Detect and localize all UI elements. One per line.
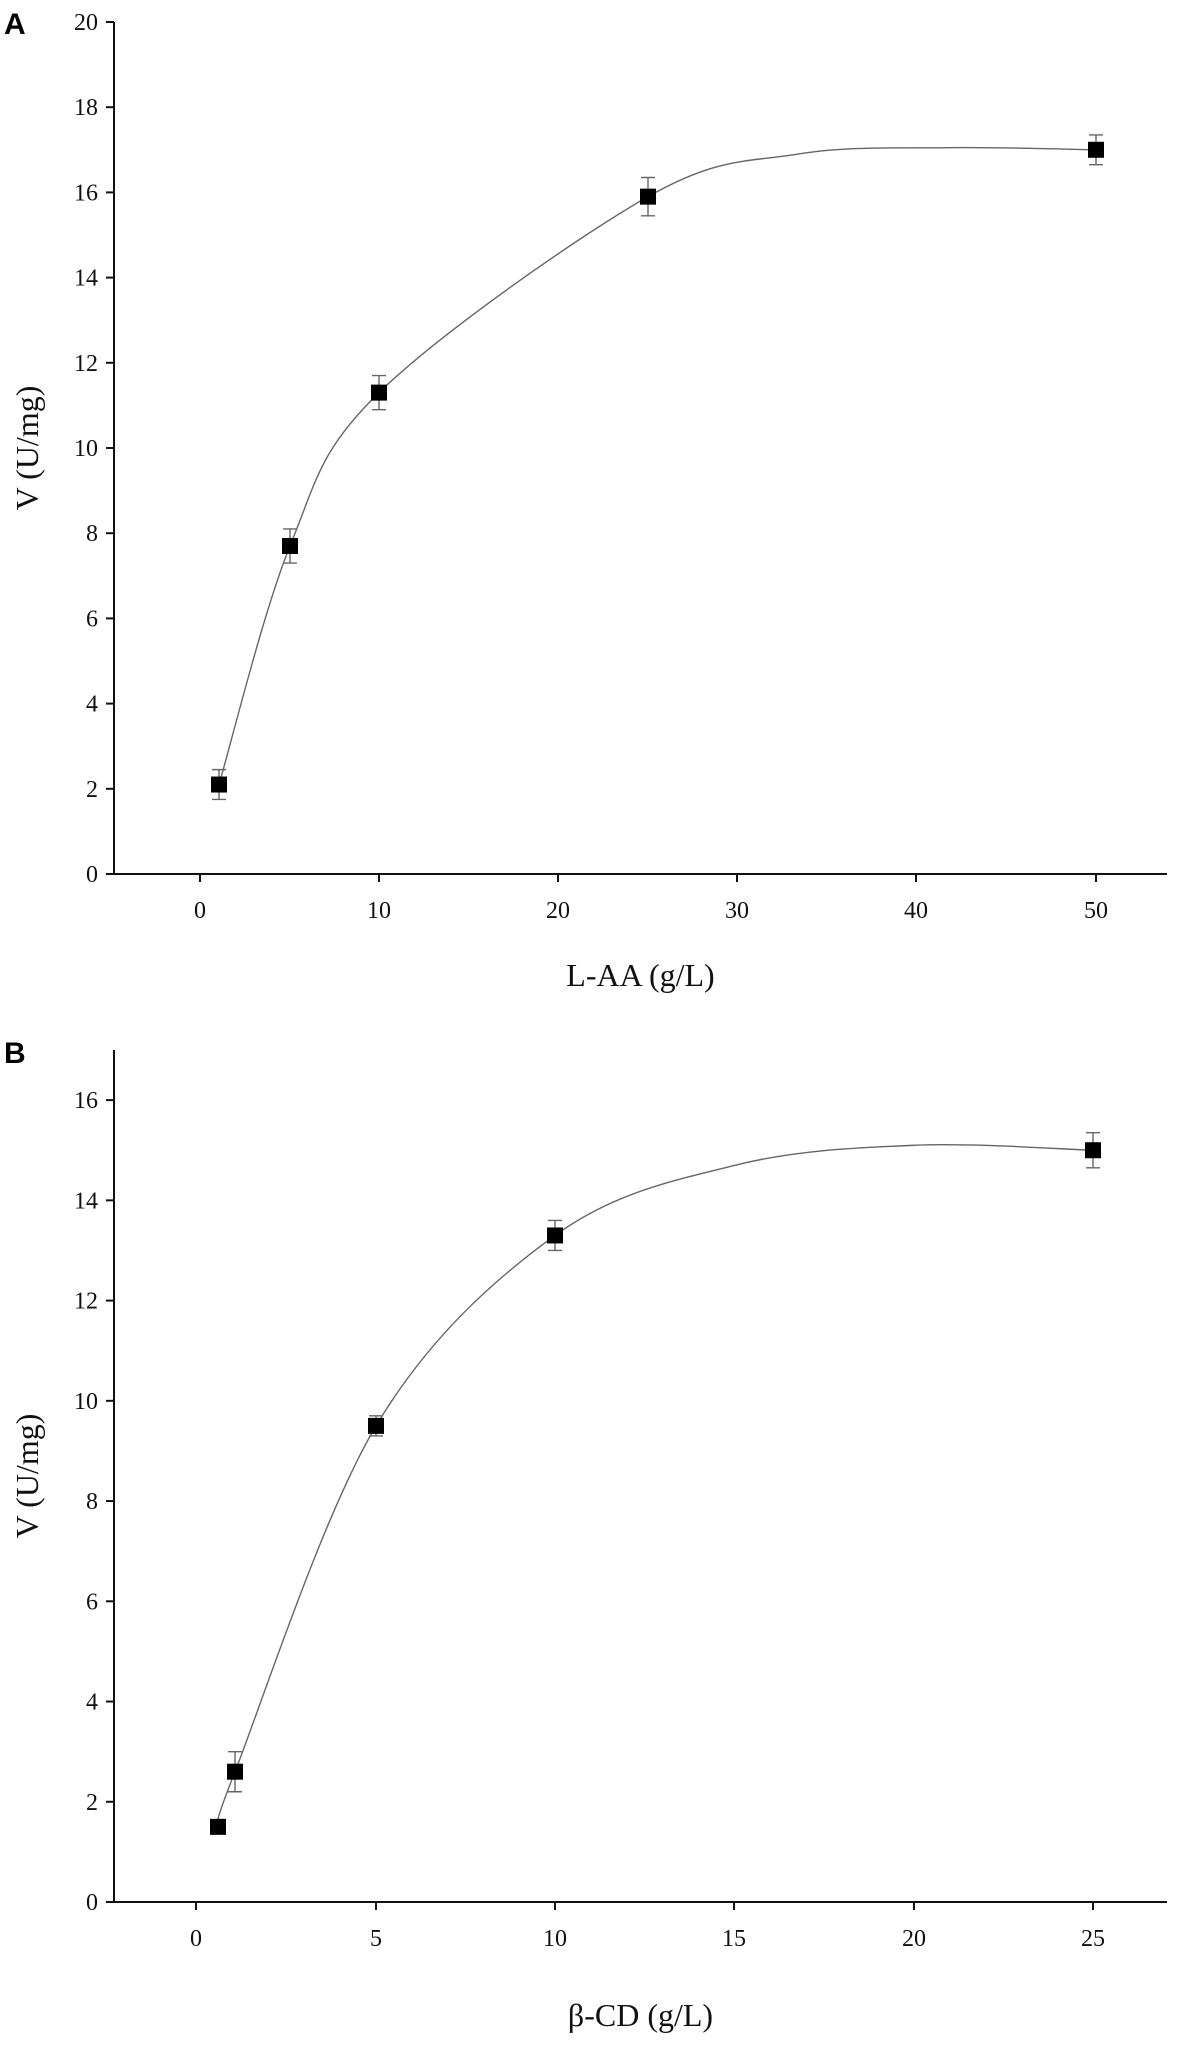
x-tick-label: 20	[546, 898, 570, 924]
data-point	[211, 776, 227, 793]
y-tick-label: 16	[74, 1088, 98, 1114]
x-tick-label: 30	[725, 898, 749, 924]
y-tick-label: 12	[74, 1289, 98, 1315]
y-tick-label: 2	[86, 777, 98, 803]
x-tick-label: 20	[902, 1926, 926, 1952]
x-tick-label: 25	[1081, 1926, 1105, 1952]
data-point	[547, 1227, 563, 1244]
y-tick-label: 6	[86, 1589, 98, 1615]
x-axis-title: L-AA (g/L)	[566, 957, 714, 993]
y-tick-label: 4	[86, 692, 98, 718]
x-tick-label: 50	[1084, 898, 1108, 924]
data-point	[1085, 1142, 1101, 1159]
y-axis-title: V (U/mg)	[9, 386, 45, 511]
fit-curve	[216, 1143, 1094, 1828]
y-tick-label: 0	[86, 1890, 98, 1916]
x-axis-title: β-CD (g/L)	[568, 1997, 713, 2033]
x-tick-label: 0	[190, 1926, 202, 1952]
data-point	[210, 1818, 226, 1835]
data-point	[1088, 141, 1104, 158]
y-tick-label: 6	[86, 606, 98, 632]
data-point	[368, 1417, 384, 1434]
x-tick-label: 5	[370, 1926, 382, 1952]
y-tick-label: 12	[74, 351, 98, 377]
y-tick-label: 0	[86, 862, 98, 888]
y-tick-label: 4	[86, 1690, 98, 1716]
y-tick-label: 10	[74, 1389, 98, 1415]
x-tick-label: 15	[722, 1926, 746, 1952]
x-tick-label: 10	[543, 1926, 567, 1952]
axes	[113, 1050, 1167, 1903]
panel-label-a: A	[4, 8, 26, 41]
y-tick-label: 14	[74, 1188, 98, 1214]
x-tick-label: 0	[194, 898, 206, 924]
data-point	[282, 537, 298, 554]
y-tick-label: 16	[74, 180, 98, 206]
x-tick-label: 10	[367, 898, 391, 924]
data-point	[371, 384, 387, 401]
y-tick-label: 14	[74, 266, 98, 292]
y-tick-label: 8	[86, 1489, 98, 1515]
data-point	[640, 188, 656, 205]
axes	[113, 22, 1167, 875]
y-tick-label: 18	[74, 95, 98, 121]
chart-panel-b: 0 2 4 6 8 10 12 14 16 0 5 10 15 20 25 β-CD (g/L) V (U/mg…	[9, 1050, 1167, 2033]
data-point	[227, 1763, 243, 1780]
y-tick-label: 2	[86, 1790, 98, 1816]
y-tick-label: 8	[86, 521, 98, 547]
y-axis-title: V (U/mg)	[9, 1414, 45, 1539]
y-tick-label: 20	[74, 10, 98, 36]
chart-panel-a: 0 2 4 6 8 10 12 14 16 18 20 0 10 20 30 40 50 L-AA (g/L) V …	[9, 10, 1167, 993]
y-tick-label: 10	[74, 436, 98, 462]
fit-curve	[218, 146, 1097, 785]
panel-label-b: B	[4, 1037, 26, 1070]
x-tick-label: 40	[904, 898, 928, 924]
